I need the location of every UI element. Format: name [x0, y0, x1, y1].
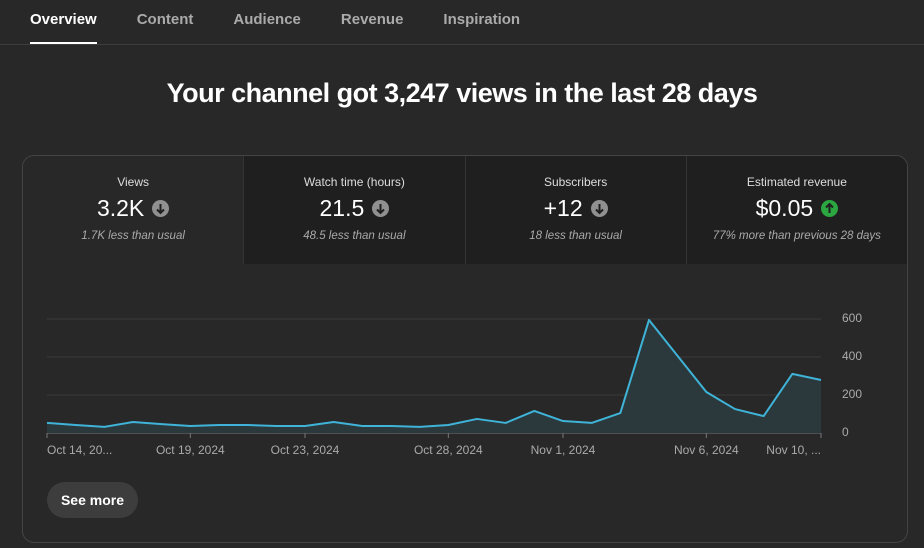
metric-value-row: 3.2K: [23, 195, 243, 222]
metric-tile[interactable]: Subscribers +12 18 less than usual: [464, 156, 686, 264]
trend-icon: [821, 200, 839, 217]
x-tick-label: Nov 6, 2024: [674, 443, 739, 457]
line: [46, 318, 822, 428]
x-tick-label: Oct 28, 2024: [414, 443, 483, 457]
metric-value: 21.5: [319, 195, 365, 221]
metric-tile[interactable]: Views 3.2K 1.7K less than usual: [23, 156, 244, 264]
metric-value: $0.05: [755, 195, 814, 221]
metric-value: 3.2K: [96, 195, 145, 221]
x-tick-label: Nov 1, 2024: [531, 443, 596, 457]
see-more-button[interactable]: See more: [47, 482, 138, 518]
metric-value: +12: [543, 195, 583, 221]
tab[interactable]: Content: [136, 11, 194, 28]
metric-note: 1.7K less than usual: [81, 230, 185, 242]
trend-icon: [152, 200, 170, 217]
headline: Your channel got 3,247 views in the last…: [166, 78, 758, 108]
metrics: Views 3.2K 1.7K less than usual Watch time …: [23, 156, 907, 264]
metric-value-row: $0.05: [687, 195, 907, 222]
tab[interactable]: Inspiration: [443, 11, 521, 28]
trend-icon: [590, 200, 608, 217]
metric-value-row: +12: [466, 195, 686, 222]
metric-note: 77% more than previous 28 days: [712, 230, 881, 242]
y-tick-label: 0: [842, 425, 849, 439]
card: Views 3.2K 1.7K less than usual Watch time …: [22, 155, 908, 543]
x-tick-label: Oct 14, 20...: [47, 443, 112, 457]
x-tick-label: Nov 10, ...: [766, 443, 821, 457]
area: [47, 319, 821, 433]
tab[interactable]: Overview: [30, 0, 97, 44]
metric-tile[interactable]: Watch time (hours) 21.5 48.5 less than usu…: [243, 156, 465, 264]
y-tick-label: 400: [842, 349, 862, 363]
x-tick-label: Oct 23, 2024: [271, 443, 340, 457]
metric-label: Estimated revenue: [746, 175, 847, 189]
trend-icon: [372, 200, 390, 217]
x-tick-label: Oct 19, 2024: [156, 443, 225, 457]
metric-label: Subscribers: [543, 175, 608, 189]
tab[interactable]: Audience: [233, 11, 301, 28]
metric-label: Views: [117, 175, 150, 189]
tabs: Overview Content Audience Revenue Inspiratio…: [30, 0, 520, 44]
separator: [0, 44, 924, 45]
metric-value-row: 21.5: [244, 195, 464, 222]
y-tick-label: 200: [842, 387, 862, 401]
tab[interactable]: Revenue: [340, 11, 404, 28]
metric-note: 48.5 less than usual: [303, 230, 406, 242]
y-tick-label: 600: [842, 311, 862, 325]
metric-note: 18 less than usual: [529, 230, 622, 242]
metric-label: Watch time (hours): [303, 175, 405, 189]
metric-tile[interactable]: Estimated revenue $0.05 77% more than prev…: [685, 156, 907, 264]
